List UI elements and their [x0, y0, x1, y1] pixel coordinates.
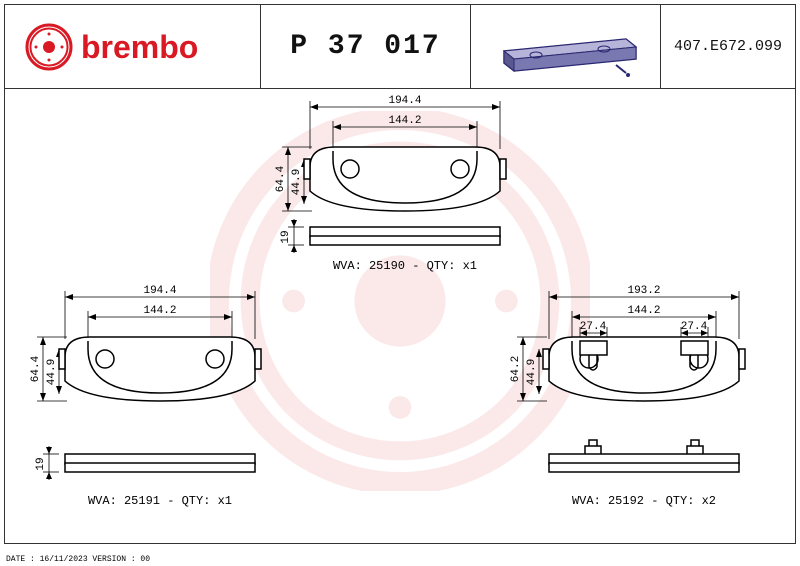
dim-right-h-outer: 64.2: [510, 356, 522, 382]
header-row: brembo P 37 017 407.E672: [5, 5, 795, 89]
pad-top-qty: x1: [463, 259, 477, 273]
product-image-cell: [471, 5, 661, 89]
brembo-logo: brembo: [23, 22, 243, 72]
pad-right-wva: 25192: [608, 494, 644, 508]
dim-right-clip-r: 27.4: [681, 321, 708, 333]
dim-left-h-outer: 64.4: [30, 355, 42, 382]
brand-text: brembo: [81, 29, 198, 65]
dim-top-h-inner: 44.9: [291, 169, 303, 195]
pad-left-wva: 25191: [124, 494, 160, 508]
part-number: P 37 017: [290, 31, 440, 62]
doc-code-cell: 407.E672.099: [661, 5, 795, 89]
pad-left-diagram: 194.4 144.2 64.4 44.9: [25, 279, 295, 539]
svg-text:WVA: 25192 - QTY: x2: WVA: 25192 - QTY: x2: [572, 494, 716, 508]
dim-top-w-inner: 144.2: [388, 115, 421, 127]
part-number-cell: P 37 017: [261, 5, 471, 89]
logo-cell: brembo: [5, 5, 261, 89]
pad-top-diagram: 194.4 144.2 64.4 44.9: [270, 89, 540, 279]
svg-text:WVA: 25190 - QTY: x1: WVA: 25190 - QTY: x1: [333, 259, 477, 273]
doc-code: 407.E672.099: [674, 38, 782, 55]
diagram-frame: brembo P 37 017 407.E672: [4, 4, 796, 544]
dim-top-h-outer: 64.4: [275, 165, 287, 192]
drawing-area: 194.4 144.2 64.4 44.9: [5, 89, 795, 543]
dim-right-w-inner: 144.2: [627, 305, 660, 317]
pad-right-diagram: 193.2 144.2 27.4 27.4 64.2 44.9: [505, 279, 785, 539]
dim-top-w-outer: 194.4: [388, 95, 421, 107]
dim-right-clip-l: 27.4: [580, 321, 607, 333]
dim-left-w-outer: 194.4: [143, 285, 176, 297]
dim-right-h-inner: 44.9: [526, 359, 538, 385]
pad-right-qty: x2: [702, 494, 716, 508]
dim-right-w-outer: 193.2: [627, 285, 660, 297]
dim-left-depth: 19: [35, 457, 47, 470]
svg-text:WVA: 25191 - QTY: x1: WVA: 25191 - QTY: x1: [88, 494, 232, 508]
footer-text: DATE : 16/11/2023 VERSION : 00: [6, 555, 150, 564]
pad-left-qty: x1: [218, 494, 232, 508]
dim-top-depth: 19: [280, 230, 292, 243]
product-isometric-icon: [486, 17, 646, 77]
dim-left-w-inner: 144.2: [143, 305, 176, 317]
pad-top-wva: 25190: [369, 259, 405, 273]
dim-left-h-inner: 44.9: [46, 359, 58, 385]
